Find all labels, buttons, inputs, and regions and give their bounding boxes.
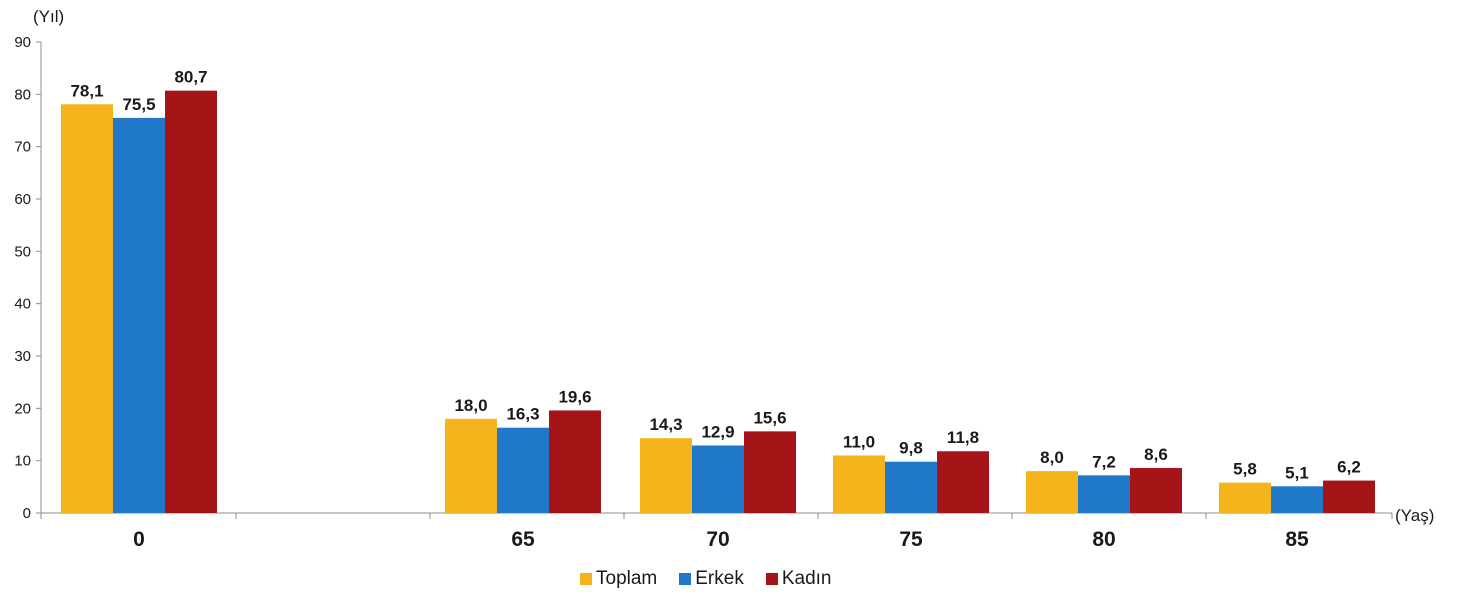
data-labels: 78,1 75,5 80,7 18,0 16,3 19,6 14,3 12,9 15,6 11,0… [70, 68, 1360, 483]
data-label: 11,0 [843, 432, 875, 451]
y-tick-label: 60 [14, 191, 31, 208]
legend-label-kadin: Kadın [781, 568, 832, 589]
legend-item-toplam: Toplam [580, 568, 657, 590]
bar [1130, 467, 1182, 513]
legend-item-kadin: Kadın [765, 568, 832, 590]
legend: Toplam Erkek Kadın [580, 568, 831, 590]
x-axis-unit: (Yaş) [1395, 506, 1434, 525]
legend-swatch-toplam [580, 573, 592, 585]
bar [744, 431, 796, 513]
bar [1323, 480, 1375, 513]
data-label: 18,0 [454, 396, 487, 415]
bar [1078, 475, 1130, 513]
bar [1271, 486, 1323, 513]
y-tick-label: 90 [14, 34, 31, 51]
legend-swatch-kadin [765, 573, 778, 585]
bar [692, 445, 744, 513]
data-label: 15,6 [753, 408, 786, 427]
bar [640, 438, 692, 513]
data-label: 5,1 [1285, 463, 1309, 482]
legend-label-erkek: Erkek [695, 568, 744, 589]
data-label: 7,2 [1092, 452, 1116, 471]
bar [113, 117, 165, 513]
bar [445, 418, 497, 513]
bar [833, 455, 885, 513]
data-label: 80,7 [174, 68, 207, 87]
bars [61, 90, 1375, 514]
legend-swatch-erkek [679, 573, 692, 585]
y-axis-unit: (Yıl) [33, 7, 64, 26]
x-tick-label: 65 [511, 528, 535, 551]
data-label: 78,1 [70, 81, 103, 100]
data-label: 11,8 [947, 428, 979, 447]
x-tick-label: 85 [1285, 528, 1309, 551]
bar [885, 461, 937, 513]
data-label: 12,9 [701, 422, 734, 441]
data-label: 19,6 [558, 387, 591, 406]
x-tick-label: 0 [133, 528, 145, 551]
bar [1219, 482, 1271, 513]
y-tick-label: 80 [14, 86, 31, 103]
data-label: 8,6 [1144, 445, 1168, 464]
y-tick-label: 40 [14, 296, 31, 313]
bar [937, 451, 989, 513]
legend-label-toplam: Toplam [596, 568, 658, 589]
bar [549, 410, 601, 513]
x-tick-label: 75 [899, 528, 923, 551]
y-tick-label: 0 [23, 505, 31, 522]
data-label: 8,0 [1040, 448, 1064, 467]
y-tick-label: 70 [14, 139, 31, 156]
data-label: 5,8 [1233, 460, 1257, 479]
y-tick-label: 20 [14, 400, 31, 417]
axes: 0 10 20 30 40 50 60 70 80 90 0 65 70 75 80 85 [14, 34, 1393, 551]
chart: 0 10 20 30 40 50 60 70 80 90 0 65 70 75 80 85 78,1 75,5 8… [14, 7, 1434, 551]
data-label: 14,3 [649, 415, 682, 434]
bar [61, 104, 113, 513]
bar [1026, 471, 1078, 513]
y-tick-label: 10 [14, 453, 31, 470]
x-tick-label: 80 [1092, 528, 1115, 551]
y-tick-label: 30 [14, 348, 31, 365]
bar [497, 427, 549, 513]
y-tick-label: 50 [14, 243, 31, 260]
legend-item-erkek: Erkek [679, 568, 744, 590]
data-label: 9,8 [899, 439, 923, 458]
data-label: 16,3 [506, 405, 539, 424]
data-label: 6,2 [1337, 458, 1361, 477]
x-tick-label: 70 [706, 528, 729, 551]
data-label: 75,5 [122, 95, 155, 114]
bar [165, 90, 217, 514]
